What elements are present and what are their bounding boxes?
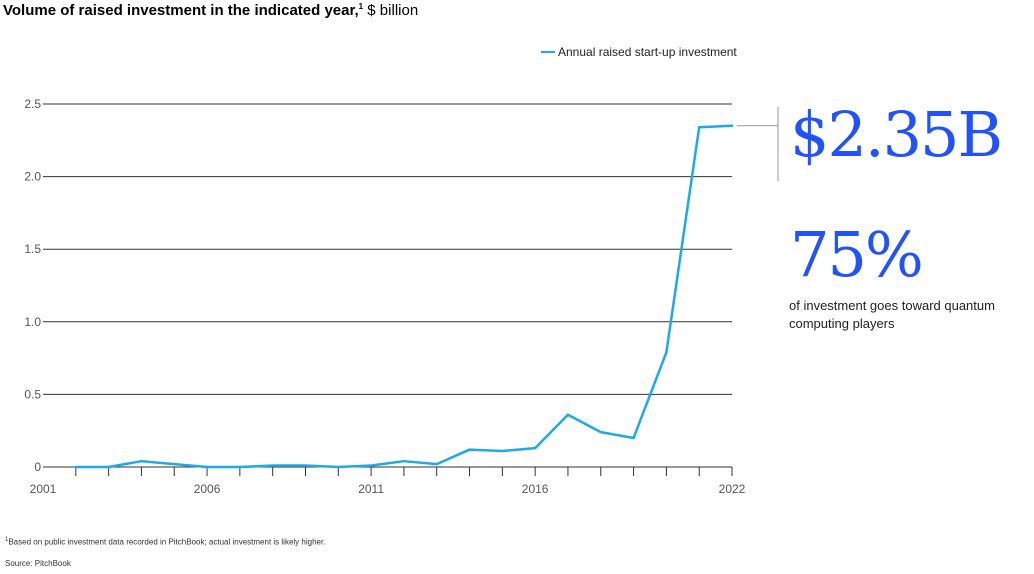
data-point (665, 351, 668, 354)
data-point (566, 413, 570, 416)
footnote: 1Based on public investment data recorde… (5, 537, 325, 547)
data-point (402, 459, 406, 463)
y-tick-label: 1.5 (24, 242, 41, 256)
x-tick-label: 2001 (30, 482, 57, 496)
y-tick-label: 2.0 (24, 170, 41, 184)
data-point (697, 126, 701, 129)
x-tick-label: 2022 (719, 482, 746, 496)
y-tick-label: 0 (34, 460, 41, 474)
x-tick-label: 2011 (358, 482, 384, 496)
data-point (271, 464, 274, 467)
data-point (599, 430, 602, 434)
data-point (533, 446, 537, 450)
percent-callout: 75% (790, 218, 924, 291)
data-point (369, 464, 373, 467)
source-note: Source: PitchBook (5, 559, 71, 568)
big-value-callout: $2.35B (790, 98, 1003, 171)
y-tick-label: 0.5 (24, 387, 41, 401)
data-point (468, 448, 471, 451)
x-tick-label: 2006 (194, 482, 221, 496)
title-footnote-mark: 1 (358, 2, 364, 11)
data-point (632, 436, 635, 440)
data-point (435, 462, 438, 466)
footnote-mark: 1 (5, 537, 9, 543)
data-point (238, 465, 242, 469)
data-point (107, 465, 110, 469)
y-tick-label: 1.0 (24, 315, 41, 329)
data-point (501, 449, 504, 453)
chart-title: Volume of raised investment in the indic… (3, 2, 418, 19)
chart-title-text: Volume of raised investment in the indic… (3, 2, 359, 19)
footnote-text: Based on public investment data recorded… (8, 537, 326, 547)
data-point (337, 465, 340, 469)
data-point (205, 465, 209, 469)
data-point (140, 459, 143, 463)
legend-label: Annual raised start-up investment (558, 45, 737, 59)
y-tick-label: 2.5 (24, 97, 41, 111)
data-point (304, 464, 307, 467)
data-point (730, 124, 734, 127)
percent-description: of investment goes toward quantum comput… (789, 298, 995, 331)
chart-unit: $ billion (367, 2, 419, 19)
x-tick-label: 2016 (522, 482, 549, 496)
data-point (74, 465, 78, 469)
data-point (173, 462, 176, 466)
